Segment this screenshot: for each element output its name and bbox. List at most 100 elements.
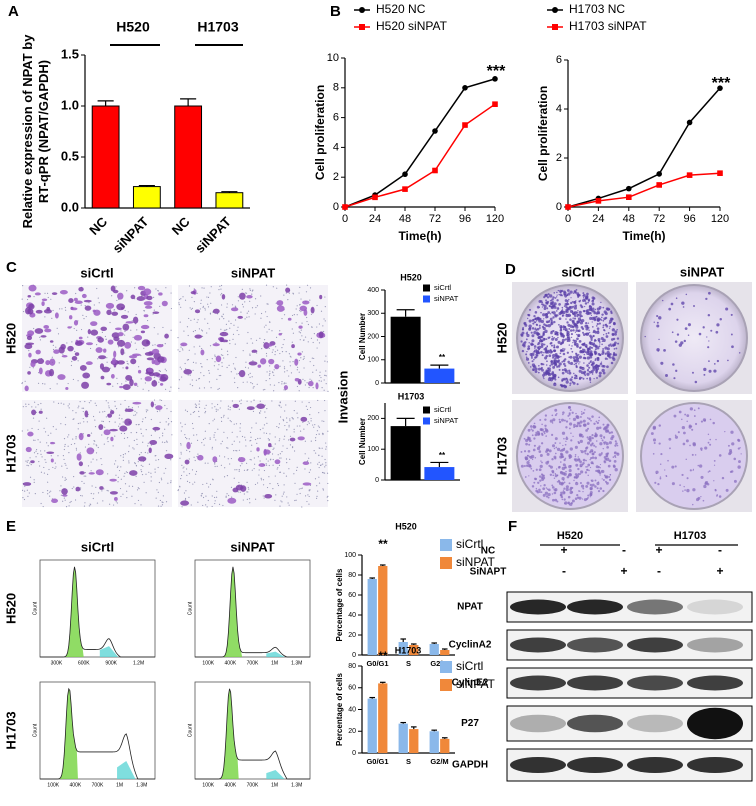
- pore: [215, 439, 217, 441]
- pore: [317, 399, 319, 402]
- g2-fill: [266, 769, 285, 779]
- colony: [531, 434, 534, 437]
- pore: [318, 476, 320, 478]
- cell: [200, 349, 205, 356]
- colony: [569, 378, 573, 382]
- colony: [556, 346, 558, 348]
- column-label: siCrtl: [81, 539, 114, 554]
- pore: [303, 357, 305, 359]
- colony: [569, 355, 573, 359]
- colony: [528, 443, 531, 446]
- annotation: ***: [712, 75, 731, 92]
- pore: [94, 419, 96, 421]
- colony: [562, 336, 565, 339]
- colony: [587, 332, 590, 335]
- pore: [60, 494, 62, 496]
- pore: [227, 408, 229, 410]
- pore: [209, 483, 212, 486]
- colony: [563, 291, 567, 296]
- pore: [276, 287, 278, 289]
- legend-label: siNPAT: [434, 416, 459, 425]
- pore: [222, 354, 224, 356]
- colony: [559, 291, 562, 294]
- pore: [39, 441, 41, 443]
- colony: [544, 349, 548, 353]
- colony: [521, 331, 525, 335]
- pore: [305, 405, 307, 407]
- cell: [125, 366, 129, 370]
- colony: [582, 293, 586, 297]
- panel-label: A: [8, 3, 19, 20]
- cell: [258, 463, 266, 467]
- pore: [63, 497, 65, 499]
- pore: [170, 386, 172, 388]
- colony: [614, 444, 617, 447]
- pore: [283, 294, 285, 296]
- pore: [221, 348, 223, 350]
- pore: [112, 385, 114, 387]
- colony: [545, 299, 547, 302]
- pore: [128, 451, 130, 453]
- pore: [170, 482, 172, 484]
- pore: [234, 368, 236, 370]
- row-label: H520: [494, 322, 509, 353]
- pore: [227, 447, 229, 449]
- pore: [49, 388, 51, 390]
- pore: [80, 487, 82, 489]
- colony: [615, 442, 618, 445]
- colony: [568, 412, 571, 415]
- colony: [613, 459, 617, 463]
- cell: [24, 343, 33, 350]
- colony: [558, 362, 562, 366]
- pore: [297, 417, 299, 419]
- colony: [563, 437, 565, 440]
- colony: [589, 370, 592, 374]
- colony: [576, 496, 580, 499]
- cell: [86, 342, 93, 346]
- colony: [532, 322, 535, 325]
- colony: [602, 371, 606, 375]
- x-tick-label: 120: [486, 213, 504, 225]
- colony: [528, 327, 532, 330]
- pore: [294, 499, 296, 502]
- cell: [95, 469, 104, 476]
- colony: [668, 437, 672, 441]
- colony: [592, 335, 594, 337]
- pore: [211, 495, 213, 497]
- colony: [598, 471, 602, 475]
- colony: [563, 447, 566, 450]
- colony: [586, 369, 589, 372]
- colony: [551, 335, 554, 338]
- colony: [583, 362, 585, 364]
- pore: [134, 410, 136, 413]
- colony: [565, 420, 569, 423]
- pore: [206, 332, 208, 334]
- pore: [327, 430, 329, 432]
- column-label: siNPAT: [230, 539, 274, 554]
- pore: [115, 286, 117, 288]
- colony: [578, 377, 582, 380]
- colony: [614, 440, 617, 443]
- colony: [538, 475, 542, 478]
- pore: [272, 464, 274, 466]
- pore: [55, 466, 57, 468]
- y-tick-label: 40: [348, 612, 356, 619]
- colony: [569, 329, 573, 332]
- pore: [273, 369, 275, 371]
- pore: [250, 436, 252, 438]
- row-label: H520: [3, 323, 18, 354]
- colony: [564, 385, 567, 388]
- colony: [582, 377, 585, 380]
- pore: [147, 452, 149, 454]
- legend-label: H1703 NC: [569, 2, 625, 16]
- pore: [237, 300, 240, 302]
- pore: [167, 424, 169, 426]
- band: [510, 714, 566, 733]
- colony: [541, 306, 544, 308]
- x-axis-label: Time(h): [622, 229, 665, 243]
- pore: [223, 414, 225, 416]
- pore: [26, 489, 28, 491]
- x-tick-label: S: [406, 659, 411, 668]
- colony: [593, 422, 596, 426]
- pore: [218, 387, 220, 390]
